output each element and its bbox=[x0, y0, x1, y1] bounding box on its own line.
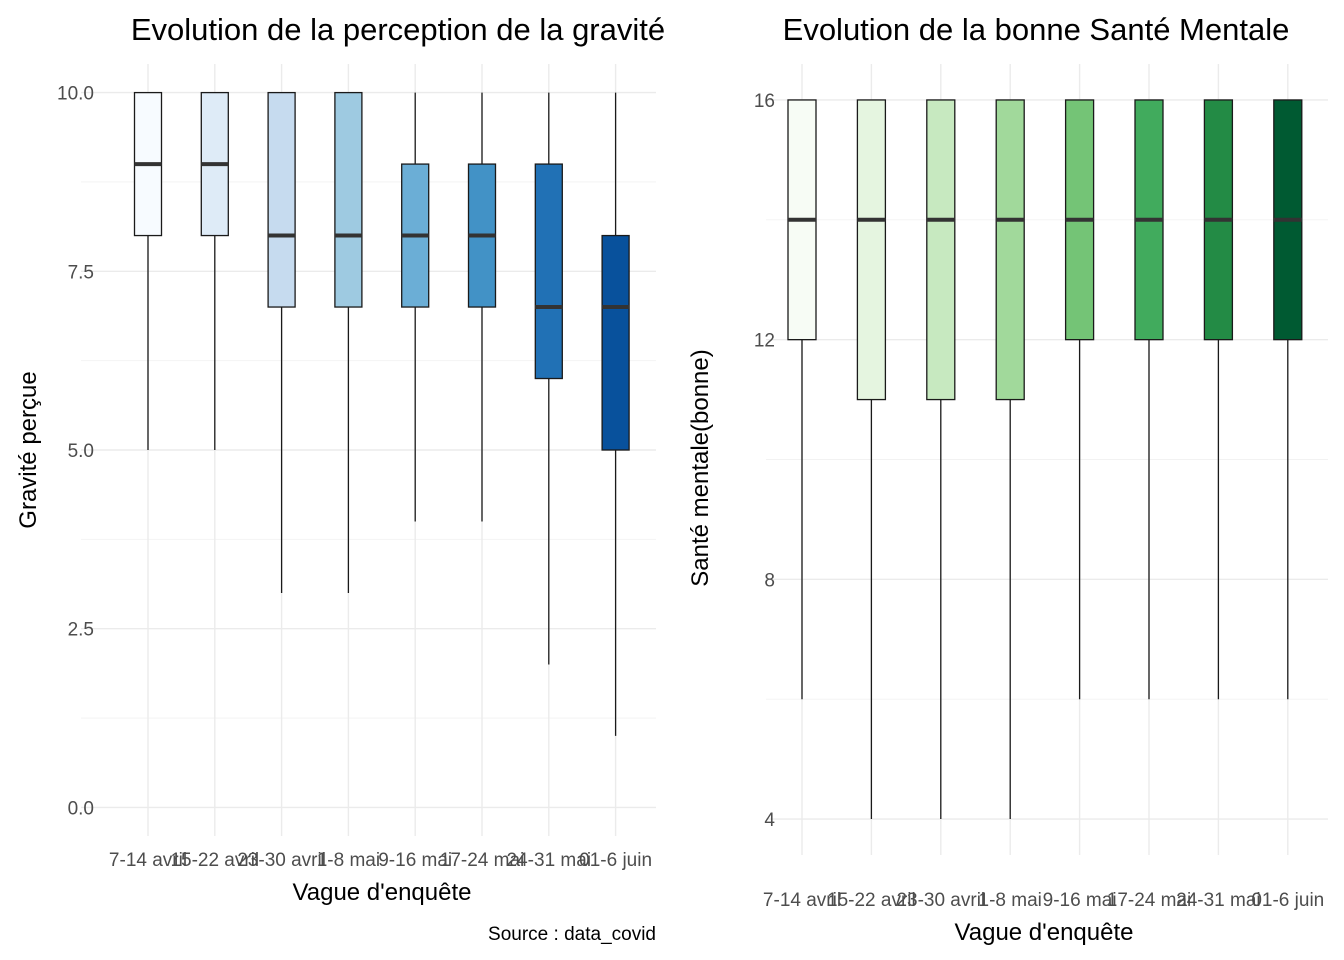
chart-title: Evolution de la perception de la gravité bbox=[131, 12, 665, 47]
x-tick-label: 01-6 juin bbox=[1251, 890, 1324, 911]
y-tick-label: 0.0 bbox=[68, 798, 94, 819]
y-tick-label: 4 bbox=[764, 810, 775, 831]
box-iqr bbox=[267, 91, 296, 308]
box-iqr bbox=[856, 99, 887, 401]
boxplot-7 bbox=[1203, 99, 1234, 700]
x-tick-label: 24-31 mai bbox=[1176, 890, 1261, 911]
x-tick-label: 17-24 mai bbox=[1107, 890, 1192, 911]
boxplot-1 bbox=[787, 99, 817, 700]
boxplot-7 bbox=[534, 92, 563, 665]
y-axis-title: Gravité perçue bbox=[15, 371, 42, 528]
x-tick-label: 01-6 juin bbox=[579, 850, 652, 871]
boxplot-5 bbox=[401, 92, 430, 522]
x-tick-label: 23-30 avril bbox=[237, 850, 326, 871]
boxplot-6 bbox=[467, 92, 497, 522]
grid bbox=[766, 64, 1328, 855]
y-tick-label: 8 bbox=[764, 570, 775, 591]
y-axis-title: Santé mentale(bonne) bbox=[687, 349, 714, 587]
boxplot-4 bbox=[334, 91, 363, 593]
y-tick-label: 2.5 bbox=[68, 620, 94, 641]
y-tick-label: 12 bbox=[754, 331, 775, 352]
x-tick-label: 1-8 mai bbox=[317, 850, 380, 871]
boxplot-1 bbox=[133, 91, 163, 450]
x-tick-label: 15-22 avril bbox=[170, 850, 259, 871]
boxplot-5 bbox=[1064, 99, 1095, 700]
x-tick-label: 7-14 avril bbox=[109, 850, 187, 871]
boxplots bbox=[787, 99, 1303, 820]
box-iqr bbox=[534, 163, 563, 380]
x-tick-label: 17-24 mai bbox=[440, 850, 525, 871]
boxplot-2 bbox=[856, 99, 887, 820]
boxplot-3 bbox=[926, 99, 956, 820]
y-tick-label: 7.5 bbox=[68, 262, 94, 283]
x-tick-label: 15-22 avril bbox=[827, 890, 916, 911]
y-tick-label: 5.0 bbox=[68, 441, 94, 462]
x-tick-label: 9-16 mai bbox=[378, 850, 452, 871]
boxplot-4 bbox=[995, 99, 1025, 820]
box-iqr bbox=[926, 99, 956, 401]
boxplot-8 bbox=[1273, 99, 1303, 700]
x-tick-label: 9-16 mai bbox=[1043, 890, 1117, 911]
box-iqr bbox=[334, 91, 363, 308]
y-tick-label: 10.0 bbox=[57, 84, 94, 105]
x-tick-label: 23-30 avril bbox=[896, 890, 985, 911]
x-axis-title: Vague d'enquête bbox=[293, 879, 472, 906]
boxplot-6 bbox=[1134, 99, 1164, 700]
box-iqr bbox=[601, 234, 630, 451]
x-tick-label: 24-31 mai bbox=[507, 850, 592, 871]
grid bbox=[81, 64, 656, 836]
x-axis-title: Vague d'enquête bbox=[955, 919, 1134, 946]
boxplots bbox=[133, 91, 630, 736]
boxplot-2 bbox=[200, 91, 229, 450]
x-tick-label: 1-8 mai bbox=[979, 890, 1042, 911]
y-tick-labels: 0.0 2.5 5.0 7.5 10.0 bbox=[57, 84, 94, 820]
source-caption: Source : data_covid bbox=[488, 924, 656, 945]
y-tick-labels: 4 8 12 16 bbox=[754, 91, 776, 831]
x-tick-label: 7-14 avril bbox=[763, 890, 841, 911]
boxplot-8 bbox=[601, 92, 630, 736]
boxplot-3 bbox=[267, 91, 296, 593]
y-tick-label: 16 bbox=[754, 91, 775, 112]
box-iqr bbox=[995, 99, 1025, 401]
chart-title: Evolution de la bonne Santé Mentale bbox=[783, 12, 1290, 47]
